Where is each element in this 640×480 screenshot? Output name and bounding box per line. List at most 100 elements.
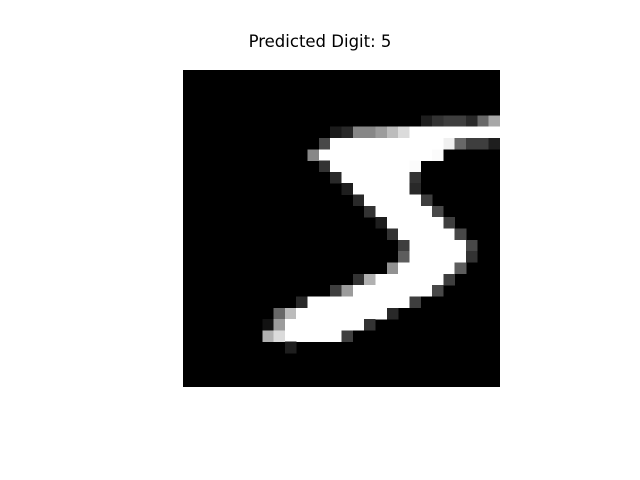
image-pixel <box>432 217 444 229</box>
image-pixel <box>454 239 467 252</box>
image-pixel <box>432 273 444 286</box>
image-pixel <box>364 205 376 218</box>
image-pixel <box>273 307 286 320</box>
image-pixel <box>318 149 331 161</box>
image-pixel <box>409 137 421 150</box>
pixel-layer <box>262 115 500 354</box>
image-pixel <box>262 330 274 342</box>
image-pixel <box>375 307 388 320</box>
image-pixel <box>296 307 308 320</box>
image-pixel <box>409 126 421 139</box>
image-pixel <box>364 171 376 184</box>
image-pixel <box>341 160 354 173</box>
image-pixel <box>330 307 342 320</box>
image-pixel <box>443 251 455 263</box>
image-pixel <box>330 126 342 139</box>
image-pixel <box>330 296 342 308</box>
image-pixel <box>432 126 444 139</box>
image-pixel <box>364 183 376 195</box>
image-pixel <box>386 126 399 139</box>
image-pixel <box>466 239 478 252</box>
image-pixel <box>386 285 399 297</box>
image-pixel <box>284 319 297 331</box>
image-pixel <box>284 307 297 320</box>
image-pixel <box>375 205 388 218</box>
image-pixel <box>375 217 388 229</box>
image-pixel <box>420 262 433 275</box>
image-pixel <box>386 137 399 150</box>
image-pixel <box>409 183 421 195</box>
image-pixel <box>375 126 388 139</box>
image-pixel <box>273 330 286 342</box>
image-pixel <box>352 149 365 161</box>
image-pixel <box>364 126 376 139</box>
image-pixel <box>409 273 421 286</box>
image-pixel <box>296 319 308 331</box>
image-pixel <box>386 171 399 184</box>
image-pixel <box>398 262 410 275</box>
image-pixel <box>488 137 500 150</box>
image-pixel <box>307 319 320 331</box>
image-pixel <box>398 251 410 263</box>
image-pixel <box>341 137 354 150</box>
figure-title: Predicted Digit: 5 <box>248 32 392 51</box>
image-pixel <box>432 205 444 218</box>
image-pixel <box>488 115 500 127</box>
image-pixel <box>398 126 410 139</box>
image-pixel <box>375 183 388 195</box>
image-pixel <box>364 273 376 286</box>
image-pixel <box>296 330 308 342</box>
image-pixel <box>386 262 399 275</box>
image-pixel <box>398 171 410 184</box>
image-pixel <box>330 285 342 297</box>
image-pixel <box>352 319 365 331</box>
image-pixel <box>330 330 342 342</box>
image-pixel <box>409 205 421 218</box>
image-pixel <box>318 160 331 173</box>
image-pixel <box>386 205 399 218</box>
image-pixel <box>330 137 342 150</box>
image-pixel <box>398 160 410 173</box>
image-pixel <box>364 149 376 161</box>
image-pixel <box>454 228 467 241</box>
image-pixel <box>364 296 376 308</box>
image-pixel <box>443 137 455 150</box>
image-pixel <box>409 194 421 207</box>
image-pixel <box>454 137 467 150</box>
image-pixel <box>341 126 354 139</box>
image-pixel <box>364 137 376 150</box>
image-pixel <box>432 149 444 161</box>
image-pixel <box>386 183 399 195</box>
image-pixel <box>454 262 467 275</box>
image-pixel <box>398 183 410 195</box>
image-pixel <box>375 160 388 173</box>
image-pixel <box>398 239 410 252</box>
image-pixel <box>409 160 421 173</box>
image-pixel <box>330 319 342 331</box>
image-pixel <box>341 319 354 331</box>
image-pixel <box>420 251 433 263</box>
image-pixel <box>352 273 365 286</box>
image-pixel <box>409 262 421 275</box>
image-pixel <box>364 307 376 320</box>
image-pixel <box>318 319 331 331</box>
image-pixel <box>488 126 500 139</box>
image-pixel <box>443 217 455 229</box>
image-pixel <box>307 296 320 308</box>
image-pixel <box>318 296 331 308</box>
image-pixel <box>352 160 365 173</box>
image-pixel <box>420 115 433 127</box>
image-pixel <box>364 160 376 173</box>
image-pixel <box>432 285 444 297</box>
image-pixel <box>386 273 399 286</box>
image-pixel <box>375 285 388 297</box>
image-pixel <box>352 296 365 308</box>
image-pixel <box>341 149 354 161</box>
image-pixel <box>443 228 455 241</box>
image-pixel <box>443 126 455 139</box>
image-pixel <box>443 262 455 275</box>
image-pixel <box>262 319 274 331</box>
image-pixel <box>398 205 410 218</box>
image-pixel <box>318 137 331 150</box>
